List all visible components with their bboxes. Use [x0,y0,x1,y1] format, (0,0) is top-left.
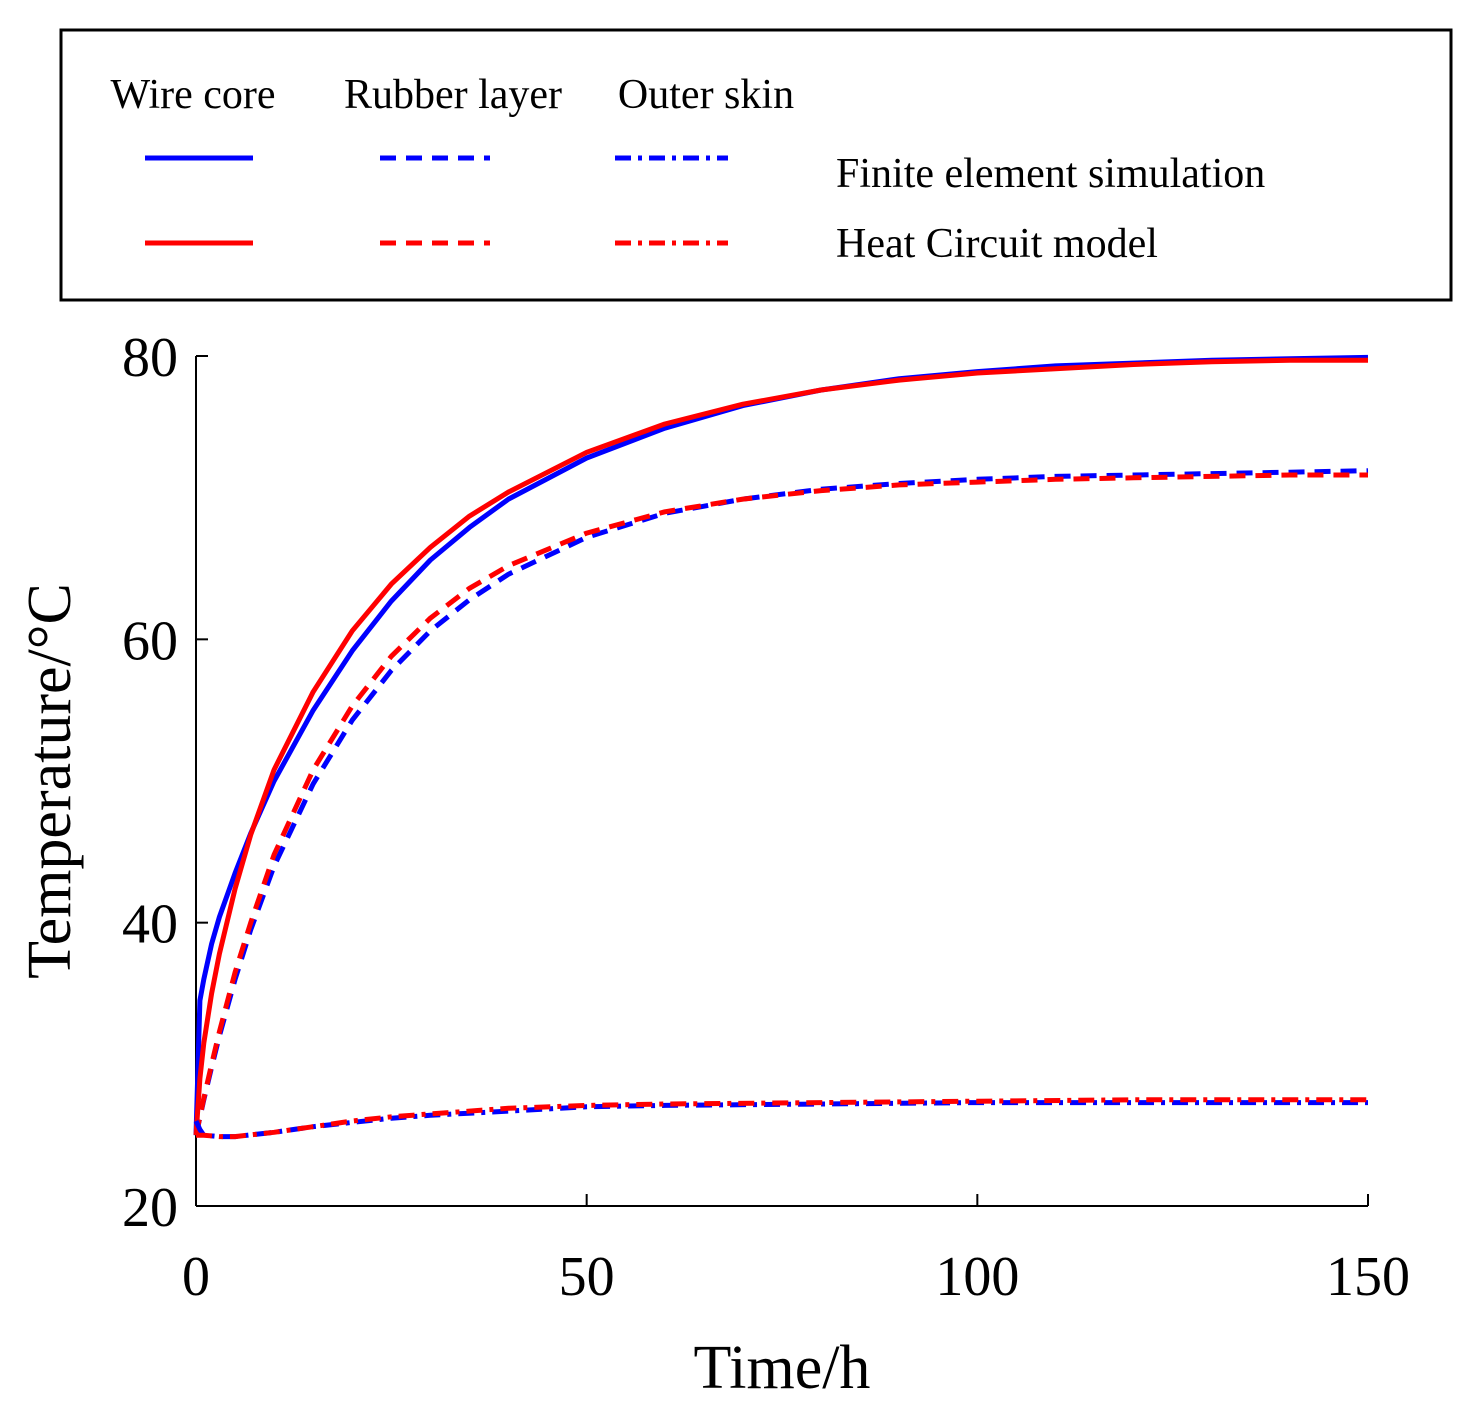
legend-header-wire-core: Wire core [110,72,275,118]
series-line-rubber-layer-heat-circuit-model [193,472,1368,1136]
y-axis-title: Temperature/°C [16,583,84,979]
series-line-rubber-layer-finite-element-simulation [193,468,1369,1136]
x-tick-label: 0 [182,1246,210,1308]
y-tick-label: 20 [122,1177,178,1239]
legend-label-heat-circuit: Heat Circuit model [836,221,1158,267]
legend-box [59,28,1453,302]
legend-header-outer-skin: Outer skin [618,72,794,118]
x-tick-label: 150 [1326,1246,1410,1308]
legend-label-fem: Finite element simulation [836,151,1265,197]
series-line-wire-core-finite-element-simulation [193,354,1369,1136]
y-tick-label: 60 [122,610,178,672]
legend-header-rubber-layer: Rubber layer [344,72,562,118]
y-tick-label: 40 [122,894,178,956]
series-layer [193,354,1369,1140]
x-axis-title: Time/h [694,1334,871,1402]
series-line-wire-core-heat-circuit-model [193,357,1368,1136]
legend: Wire core Rubber layer Outer skin Finite… [59,28,1453,302]
y-tick-label: 80 [122,327,178,389]
x-tick-label: 100 [935,1246,1019,1308]
axes: 0 50 100 150 20 40 60 80 [122,327,1410,1308]
x-tick-label: 50 [559,1246,615,1308]
series-line-outer-skin-heat-circuit-model [196,1097,1368,1140]
